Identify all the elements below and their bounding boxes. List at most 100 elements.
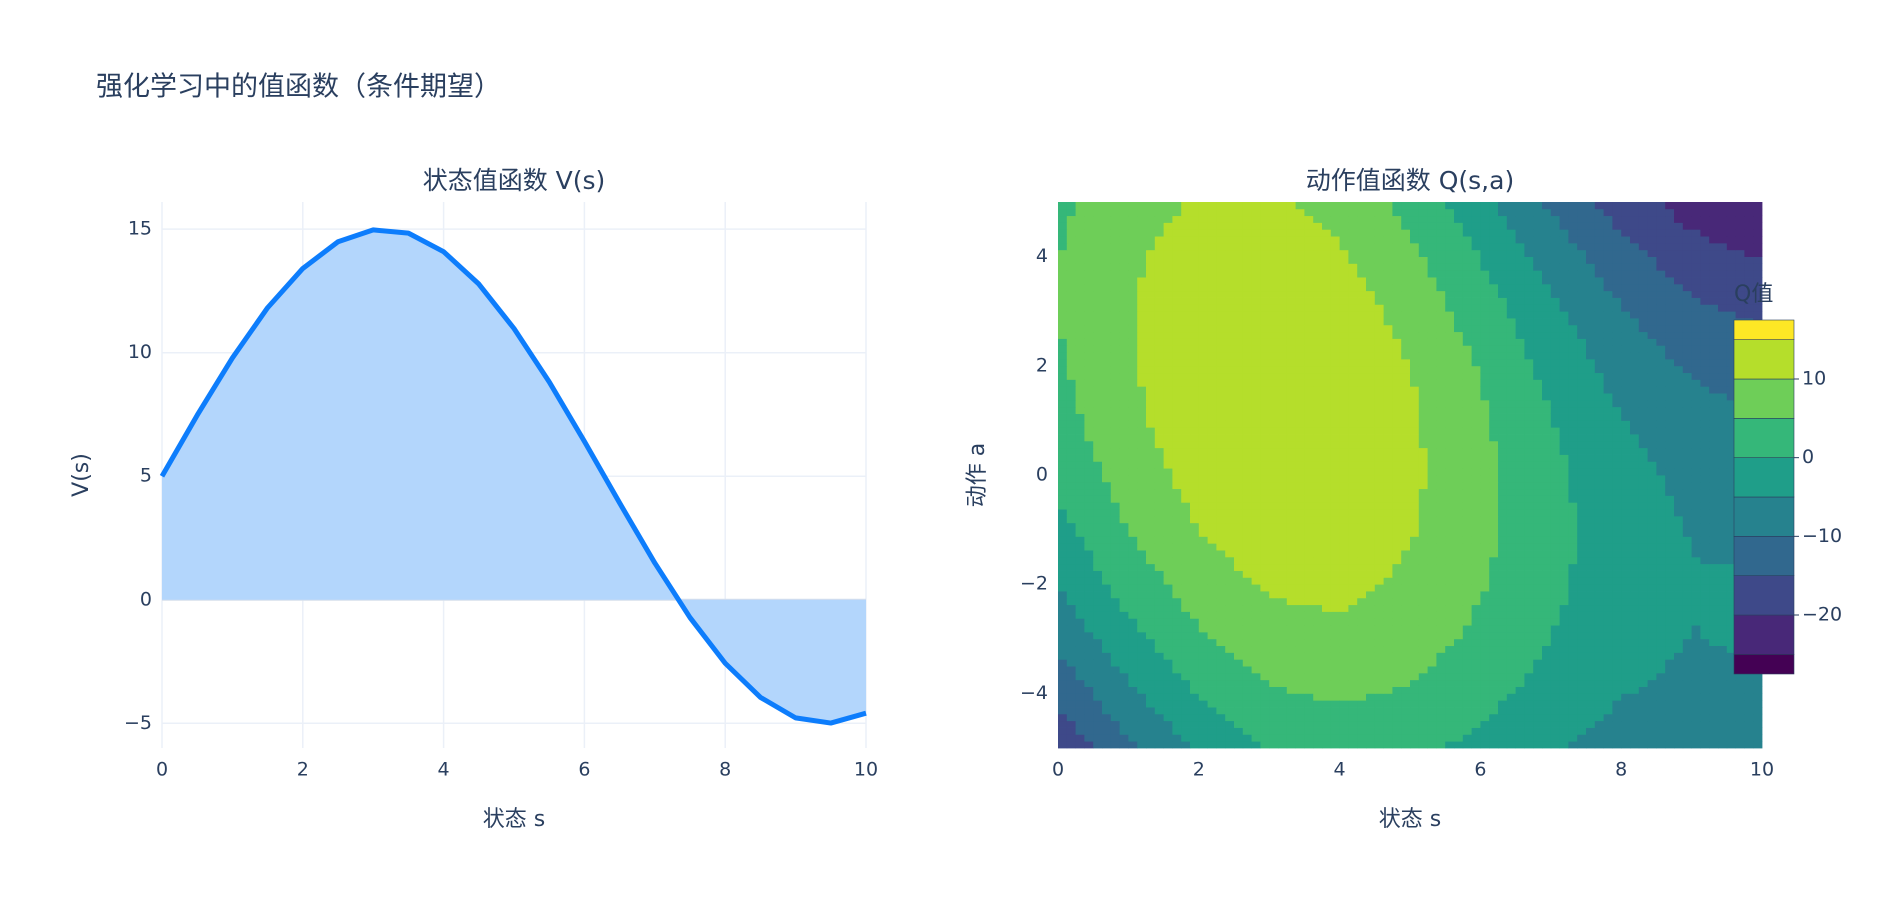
contour-cell <box>1304 475 1314 483</box>
contour-cell <box>1357 591 1367 599</box>
contour-cell <box>1278 597 1288 606</box>
contour-cell <box>1612 440 1622 449</box>
contour-cell <box>1603 727 1613 735</box>
contour-cell <box>1436 386 1446 394</box>
contour-cell <box>1128 434 1138 442</box>
contour-cell <box>1418 652 1428 660</box>
contour-cell <box>1498 700 1508 708</box>
contour-cell <box>1630 686 1640 694</box>
contour-cell <box>1462 652 1472 660</box>
contour-cell <box>1559 713 1569 722</box>
contour-cell <box>1462 393 1472 401</box>
contour-cell <box>1075 631 1085 640</box>
contour-cell <box>1656 625 1666 633</box>
contour-cell <box>1128 604 1138 612</box>
contour-cell <box>1137 625 1147 633</box>
contour-cell <box>1603 461 1613 469</box>
contour-cell <box>1577 631 1587 640</box>
contour-cell <box>1718 502 1728 510</box>
contour-cell <box>1075 713 1085 722</box>
contour-cell <box>1075 311 1085 319</box>
contour-cell <box>1436 529 1446 537</box>
contour-cell <box>1269 475 1279 483</box>
contour-cell <box>1454 420 1464 428</box>
contour-cell <box>1154 488 1164 496</box>
contour-cell <box>1137 318 1147 326</box>
contour-cell <box>1665 515 1675 524</box>
contour-cell <box>1146 625 1156 633</box>
contour-cell <box>1656 707 1666 715</box>
contour-cell <box>1427 399 1437 408</box>
contour-cell <box>1621 584 1631 592</box>
contour-cell <box>1533 447 1543 455</box>
contour-cell <box>1665 707 1675 715</box>
contour-cell <box>1154 597 1164 606</box>
contour-cell <box>1568 563 1578 571</box>
contour-cell <box>1586 672 1596 681</box>
contour-cell <box>1418 318 1428 326</box>
contour-cell <box>1427 618 1437 626</box>
contour-cell <box>1110 734 1120 742</box>
contour-cell <box>1102 352 1112 360</box>
contour-cell <box>1515 550 1525 558</box>
contour-cell <box>1102 727 1112 735</box>
contour-cell <box>1163 550 1173 558</box>
contour-cell <box>1181 365 1191 374</box>
contour-cell <box>1172 577 1182 585</box>
contour-cell <box>1410 481 1420 490</box>
y-axis-title: V(s) <box>69 453 94 497</box>
contour-cell <box>1260 461 1270 469</box>
contour-cell <box>1691 652 1701 660</box>
contour-cell <box>1304 543 1314 551</box>
contour-cell <box>1542 659 1552 667</box>
contour-cell <box>1366 611 1376 619</box>
contour-cell <box>1700 584 1710 592</box>
contour-cell <box>1084 413 1094 421</box>
contour-cell <box>1278 379 1288 387</box>
contour-cell <box>1172 461 1182 469</box>
contour-cell <box>1172 604 1182 612</box>
contour-cell <box>1383 420 1393 428</box>
contour-cell <box>1110 693 1120 701</box>
contour-cell <box>1498 447 1508 455</box>
contour-cell <box>1242 447 1252 455</box>
contour-cell <box>1665 645 1675 653</box>
contour-cell <box>1471 591 1481 599</box>
contour-cell <box>1726 522 1736 530</box>
contour-cell <box>1225 700 1235 708</box>
contour-cell <box>1225 631 1235 640</box>
contour-cell <box>1533 700 1543 708</box>
contour-cell <box>1058 324 1068 333</box>
contour-cell <box>1137 529 1147 537</box>
contour-cell <box>1137 686 1147 694</box>
contour-cell <box>1401 550 1411 558</box>
contour-cell <box>1550 352 1560 360</box>
contour-cell <box>1304 481 1314 490</box>
contour-cell <box>1709 440 1719 449</box>
contour-cell <box>1630 399 1640 408</box>
contour-cell <box>1401 713 1411 722</box>
contour-cell <box>1286 386 1296 394</box>
contour-cell <box>1559 666 1569 674</box>
contour-cell <box>1216 324 1226 333</box>
contour-cell <box>1058 338 1068 346</box>
contour-cell <box>1128 358 1138 367</box>
contour-cell <box>1533 720 1543 728</box>
contour-cell <box>1524 481 1534 490</box>
contour-cell <box>1058 563 1068 571</box>
contour-cell <box>1102 570 1112 578</box>
contour-cell <box>1436 700 1446 708</box>
contour-cell <box>1330 399 1340 408</box>
contour-cell <box>1674 720 1684 728</box>
contour-cell <box>1154 495 1164 503</box>
contour-cell <box>1163 686 1173 694</box>
contour-cell <box>1498 488 1508 496</box>
contour-cell <box>1251 318 1261 326</box>
contour-cell <box>1533 638 1543 647</box>
contour-cell <box>1691 413 1701 421</box>
contour-cell <box>1718 618 1728 626</box>
contour-cell <box>1348 345 1358 353</box>
contour-cell <box>1568 556 1578 565</box>
contour-cell <box>1366 406 1376 414</box>
contour-cell <box>1445 584 1455 592</box>
